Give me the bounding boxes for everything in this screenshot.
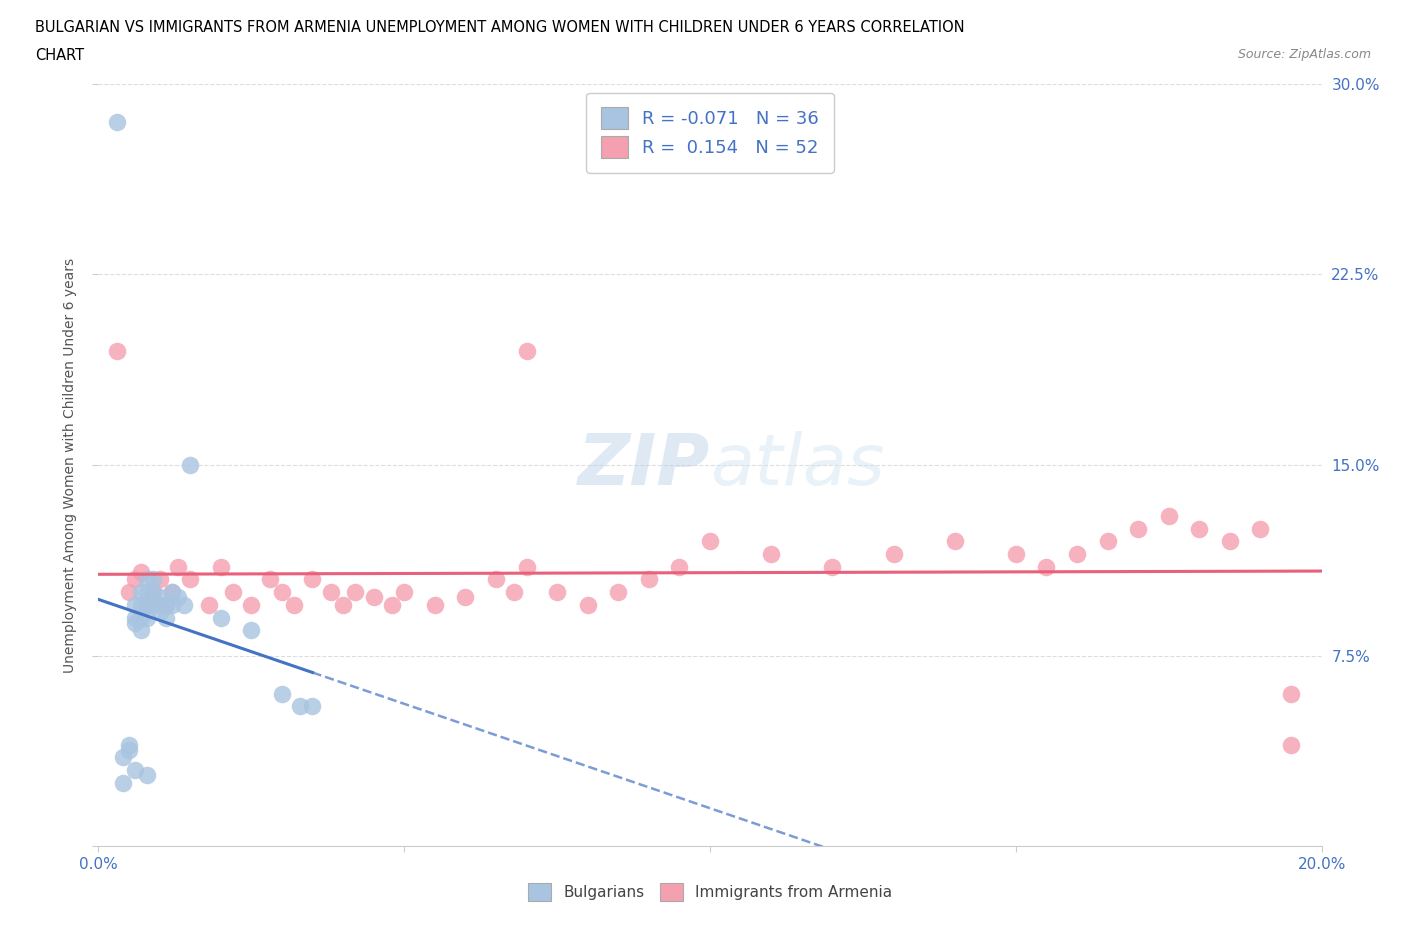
Point	[222, 585, 245, 600]
Point	[503, 585, 526, 600]
Point	[179, 572, 201, 587]
Point	[155, 597, 177, 612]
Point	[485, 572, 508, 587]
Point	[111, 750, 134, 764]
Point	[118, 742, 141, 757]
Point	[129, 585, 152, 600]
Point	[270, 585, 292, 600]
Point	[1279, 737, 1302, 752]
Text: CHART: CHART	[35, 48, 84, 63]
Point	[136, 585, 159, 600]
Point	[821, 559, 844, 574]
Point	[167, 590, 190, 604]
Point	[1188, 521, 1211, 536]
Point	[124, 572, 146, 587]
Point	[173, 597, 195, 612]
Point	[160, 585, 183, 600]
Point	[129, 597, 152, 612]
Point	[142, 597, 165, 612]
Point	[576, 597, 599, 612]
Point	[516, 343, 538, 358]
Point	[1279, 686, 1302, 701]
Point	[392, 585, 416, 600]
Text: Source: ZipAtlas.com: Source: ZipAtlas.com	[1237, 48, 1371, 61]
Point	[332, 597, 354, 612]
Point	[179, 458, 201, 472]
Point	[283, 597, 305, 612]
Point	[136, 597, 159, 612]
Point	[129, 610, 152, 625]
Point	[129, 565, 152, 579]
Point	[1066, 547, 1088, 562]
Point	[1157, 509, 1180, 524]
Point	[124, 597, 146, 612]
Point	[142, 585, 165, 600]
Point	[136, 572, 159, 587]
Point	[136, 767, 159, 782]
Point	[516, 559, 538, 574]
Point	[124, 615, 146, 630]
Point	[290, 699, 312, 714]
Point	[1035, 559, 1057, 574]
Text: ZIP: ZIP	[578, 431, 710, 499]
Point	[699, 534, 721, 549]
Legend: Bulgarians, Immigrants from Armenia: Bulgarians, Immigrants from Armenia	[522, 876, 898, 908]
Point	[160, 585, 183, 600]
Y-axis label: Unemployment Among Women with Children Under 6 years: Unemployment Among Women with Children U…	[63, 258, 77, 672]
Point	[259, 572, 281, 587]
Point	[209, 559, 232, 574]
Point	[546, 585, 568, 600]
Point	[270, 686, 292, 701]
Point	[759, 547, 782, 562]
Point	[149, 572, 172, 587]
Point	[1249, 521, 1271, 536]
Point	[607, 585, 630, 600]
Point	[668, 559, 690, 574]
Point	[118, 585, 141, 600]
Point	[1004, 547, 1026, 562]
Point	[149, 605, 172, 620]
Point	[301, 572, 323, 587]
Text: BULGARIAN VS IMMIGRANTS FROM ARMENIA UNEMPLOYMENT AMONG WOMEN WITH CHILDREN UNDE: BULGARIAN VS IMMIGRANTS FROM ARMENIA UNE…	[35, 20, 965, 35]
Point	[124, 763, 146, 777]
Point	[883, 547, 905, 562]
Point	[124, 610, 146, 625]
Point	[111, 776, 134, 790]
Point	[943, 534, 966, 549]
Point	[209, 610, 232, 625]
Point	[142, 572, 165, 587]
Point	[149, 590, 172, 604]
Point	[155, 610, 177, 625]
Point	[105, 114, 128, 129]
Point	[129, 623, 152, 638]
Point	[160, 597, 183, 612]
Point	[637, 572, 661, 587]
Point	[118, 737, 141, 752]
Point	[167, 559, 190, 574]
Point	[1128, 521, 1150, 536]
Point	[136, 610, 159, 625]
Point	[363, 590, 385, 604]
Point	[136, 597, 159, 612]
Point	[105, 343, 128, 358]
Point	[423, 597, 446, 612]
Point	[197, 597, 219, 612]
Point	[1219, 534, 1241, 549]
Text: atlas: atlas	[710, 431, 884, 499]
Point	[142, 585, 165, 600]
Point	[1097, 534, 1119, 549]
Point	[344, 585, 367, 600]
Point	[319, 585, 342, 600]
Point	[240, 623, 263, 638]
Point	[381, 597, 404, 612]
Point	[149, 597, 172, 612]
Point	[155, 597, 177, 612]
Point	[454, 590, 477, 604]
Point	[240, 597, 263, 612]
Point	[301, 699, 323, 714]
